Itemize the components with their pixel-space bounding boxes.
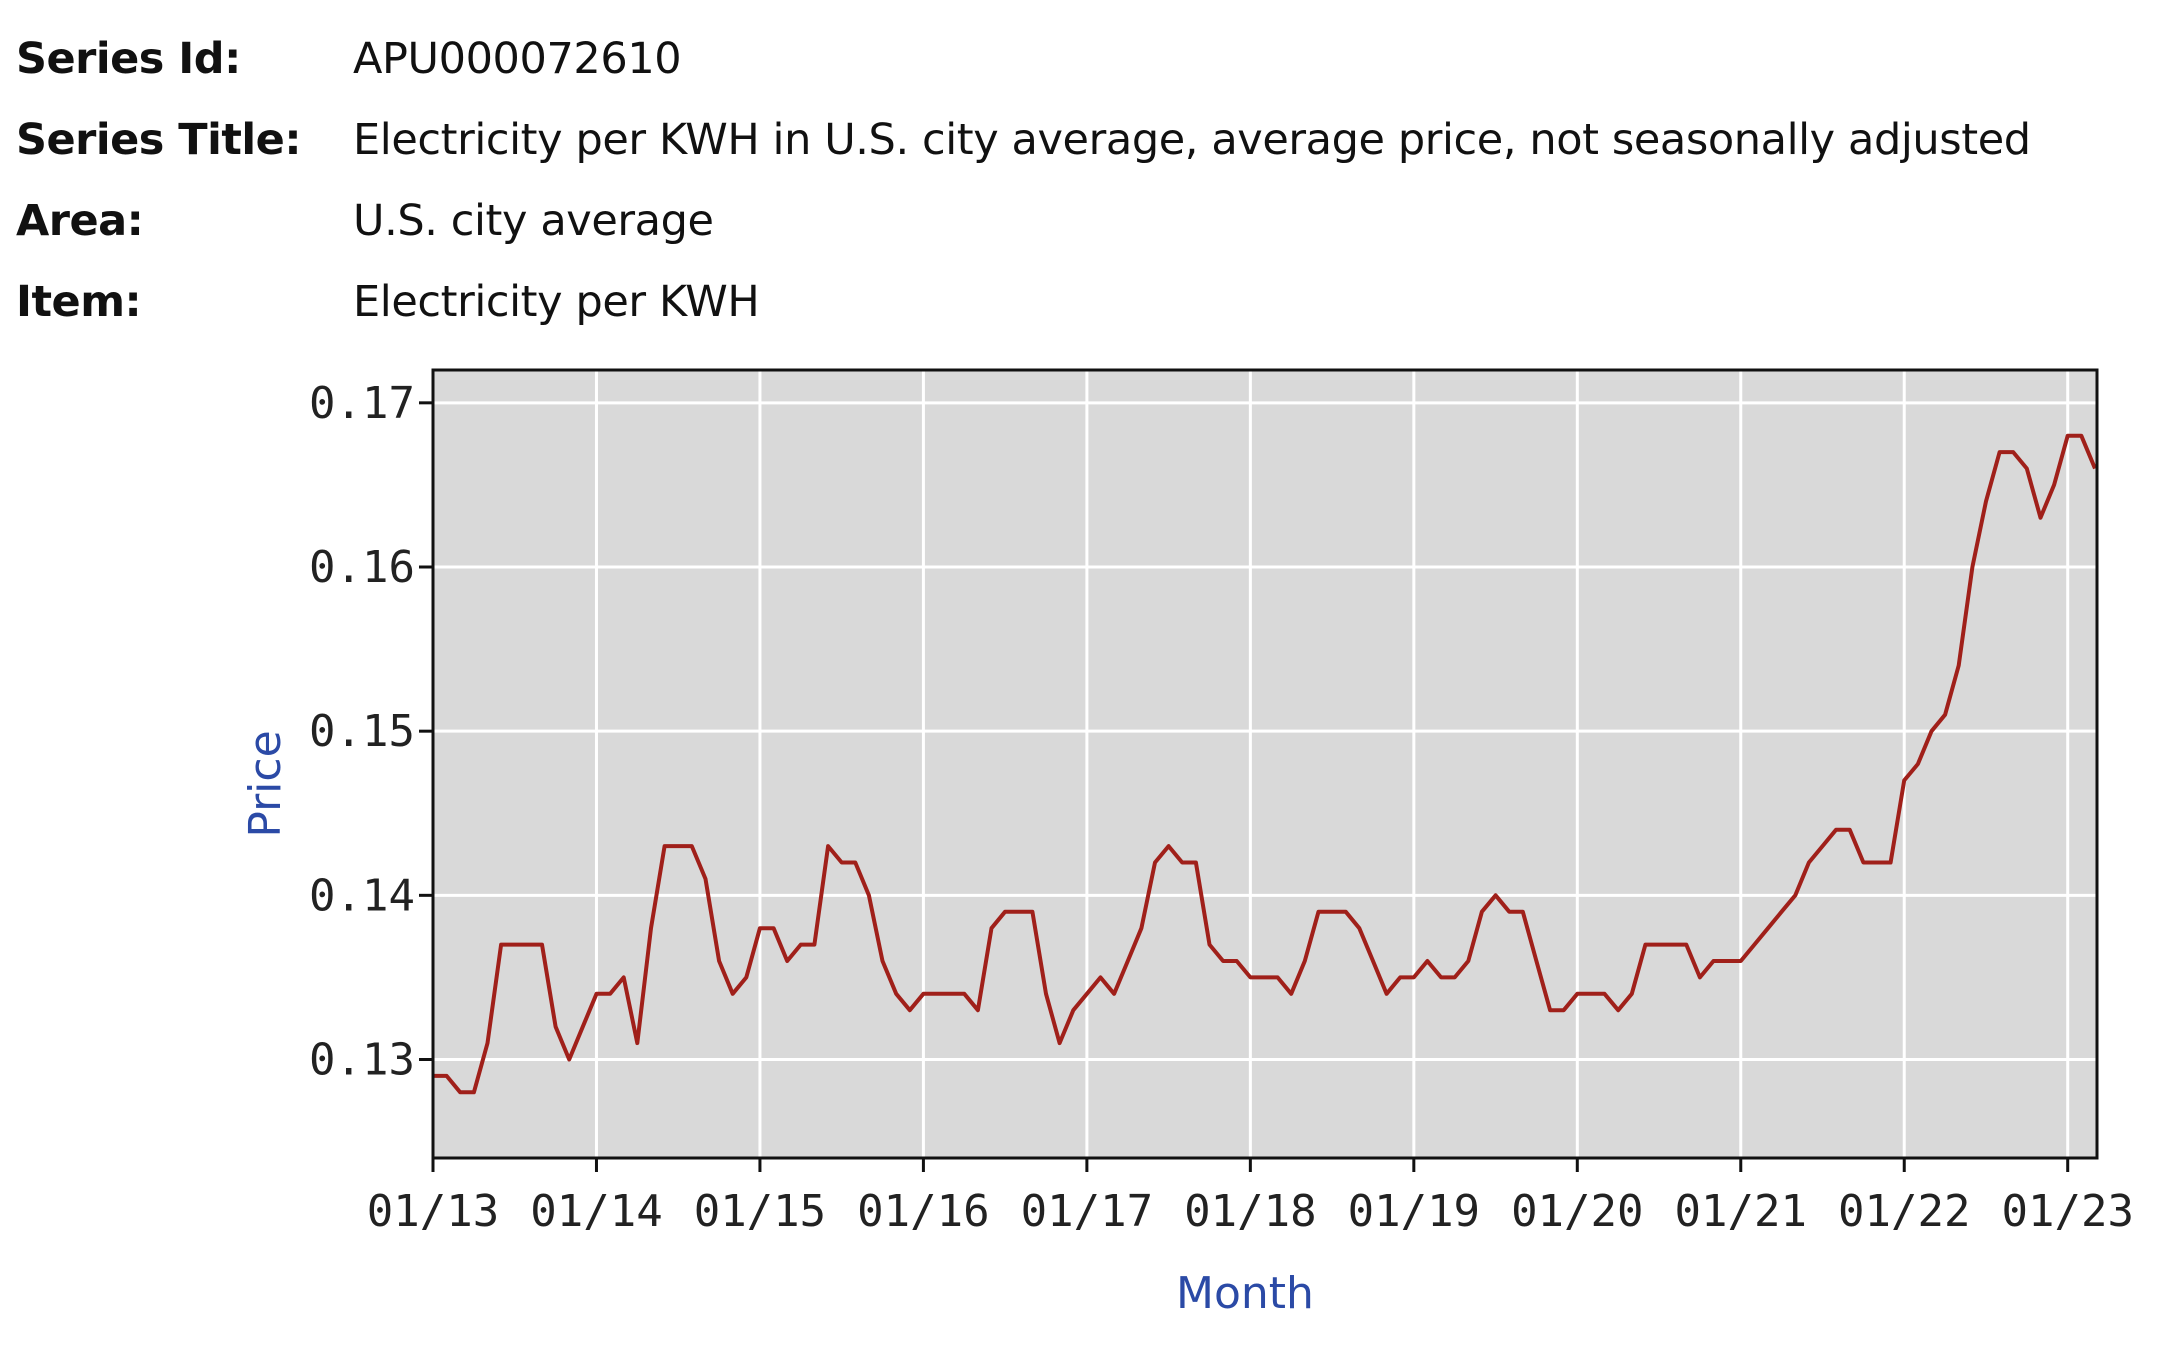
y-tick-label: 0.15	[309, 706, 415, 757]
y-tick-label: 0.14	[309, 870, 415, 921]
y-tick-label: 0.16	[309, 542, 415, 593]
x-tick-label: 01/19	[1348, 1186, 1480, 1237]
series-id-label: Series Id:	[16, 33, 241, 84]
x-tick-label: 01/17	[1021, 1186, 1153, 1237]
x-tick-label: 01/22	[1838, 1186, 1970, 1237]
x-tick-label: 01/13	[367, 1186, 499, 1237]
y-tick-label: 0.13	[309, 1035, 415, 1086]
plot-area	[433, 370, 2097, 1158]
item-row: Item: Electricity per KWH	[16, 261, 2031, 342]
series-title-value: Electricity per KWH in U.S. city average…	[353, 114, 2031, 165]
x-axis-title: Month	[1176, 1268, 1314, 1319]
x-tick-labels: 01/13 01/14 01/15 01/16 01/17 01/18 01/19 01/20…	[367, 1186, 2134, 1237]
price-line-chart: 0.130.140.150.160.17 01/13 01/14 01/15 01/1…	[240, 368, 2134, 1319]
x-tick-label: 01/20	[1511, 1186, 1643, 1237]
plot-frame	[431, 368, 2099, 1160]
y-tick-label: 0.17	[309, 378, 415, 429]
y-axis-title: Price	[240, 730, 291, 837]
x-tick-label: 01/16	[857, 1186, 989, 1237]
y-tick-labels: 0.13 0.14 0.15 0.16 0.17	[309, 378, 415, 1086]
x-tick-label: 01/18	[1184, 1186, 1316, 1237]
area-row: Area: U.S. city average	[16, 180, 2031, 261]
series-id-value: APU000072610	[353, 33, 682, 84]
x-tick-label: 01/21	[1675, 1186, 1807, 1237]
item-value: Electricity per KWH	[353, 276, 760, 327]
x-tick-label: 01/14	[530, 1186, 662, 1237]
x-tick-label: 01/23	[2001, 1186, 2133, 1237]
series-title-row: Series Title: Electricity per KWH in U.S…	[16, 99, 2031, 180]
axis-ticks	[419, 401, 2070, 1172]
series-info: Series Id: APU000072610 Series Title: El…	[16, 18, 2031, 342]
area-label: Area:	[16, 195, 144, 246]
series-line-electricity-price	[433, 433, 2097, 1095]
x-tick-label: 01/15	[694, 1186, 826, 1237]
item-label: Item:	[16, 276, 142, 327]
series-id-row: Series Id: APU000072610	[16, 18, 2031, 99]
area-value: U.S. city average	[353, 195, 714, 246]
series-title-label: Series Title:	[16, 114, 302, 165]
